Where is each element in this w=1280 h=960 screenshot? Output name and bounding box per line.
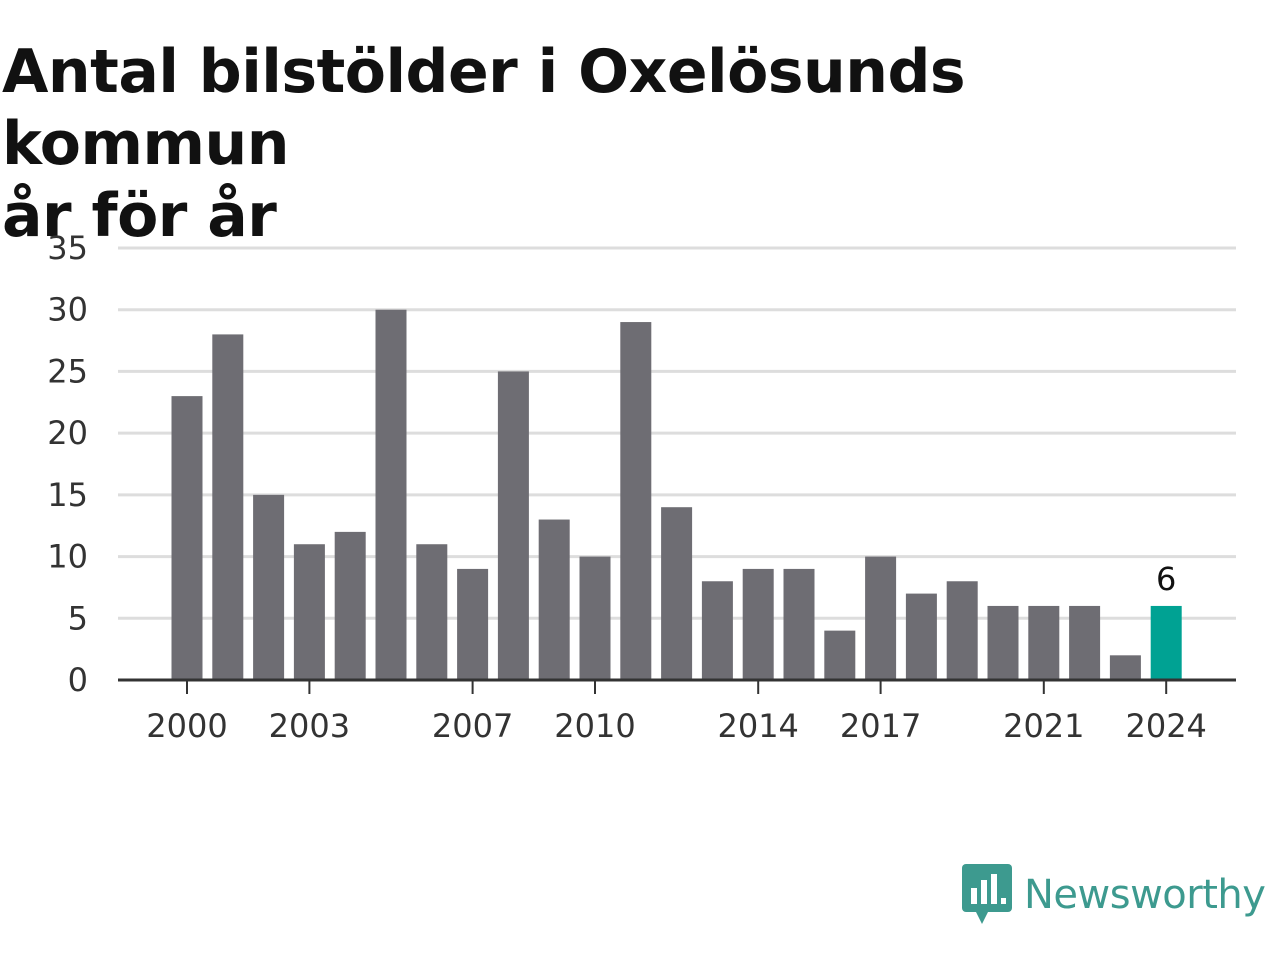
brand-name: Newsworthy (1024, 872, 1266, 918)
y-tick-label-0: 0 (68, 661, 88, 699)
x-tick-label-2010: 2010 (554, 707, 635, 745)
bar-2023 (1109, 655, 1141, 680)
bar-2017 (865, 556, 897, 680)
y-tick-label-30: 30 (47, 291, 88, 329)
brand: Newsworthy (962, 862, 1266, 928)
y-tick-label-20: 20 (47, 414, 88, 452)
bar-2010 (579, 556, 611, 680)
value-label-2024: 6 (1156, 560, 1176, 598)
bar-2021 (1028, 605, 1060, 680)
bar-2002 (253, 494, 285, 680)
bar-2008 (497, 371, 529, 680)
y-tick-label-10: 10 (47, 538, 88, 576)
y-tick-label-15: 15 (47, 476, 88, 514)
x-tick-label-2024: 2024 (1125, 707, 1206, 745)
x-tick-label-2014: 2014 (717, 707, 798, 745)
y-tick-label-5: 5 (68, 599, 88, 637)
bar-2024 (1150, 605, 1182, 680)
bar-2007 (457, 568, 489, 680)
bar-2009 (538, 519, 570, 680)
x-tick-label-2007: 2007 (432, 707, 513, 745)
bar-2018 (905, 593, 937, 680)
bar-2016 (824, 630, 856, 680)
bar-2004 (334, 531, 366, 680)
bar-2019 (946, 581, 978, 680)
bar-2015 (783, 568, 815, 680)
bar-2020 (987, 605, 1019, 680)
x-tick-label-2000: 2000 (146, 707, 227, 745)
x-tick-label-2003: 2003 (269, 707, 350, 745)
chart-title: Antal bilstölder i Oxelösunds kommun år … (2, 36, 1272, 252)
bar-2001 (212, 334, 244, 680)
bar-2014 (742, 568, 774, 680)
bar-2022 (1069, 605, 1101, 680)
bar-2011 (620, 322, 652, 680)
bars (171, 309, 1182, 680)
bar-2000 (171, 396, 203, 680)
x-tick-label-2021: 2021 (1003, 707, 1084, 745)
bar-2003 (293, 544, 325, 680)
bar-2006 (416, 544, 448, 680)
y-tick-label-35: 35 (47, 229, 88, 267)
x-tick-label-2017: 2017 (840, 707, 921, 745)
x-axis (118, 678, 1236, 694)
y-tick-label-25: 25 (47, 352, 88, 390)
bar-2012 (661, 507, 693, 680)
chart-title-line-2: år för år (2, 181, 277, 251)
bar-2013 (701, 581, 733, 680)
bar-2005 (375, 309, 407, 680)
newsworthy-logo-icon (962, 864, 1012, 924)
chart-title-line-1: Antal bilstölder i Oxelösunds kommun (2, 37, 966, 179)
labels: 0 5 10 15 20 25 30 35 6 2000 2003 2007 2010 2014 2017 2… (47, 229, 1207, 745)
